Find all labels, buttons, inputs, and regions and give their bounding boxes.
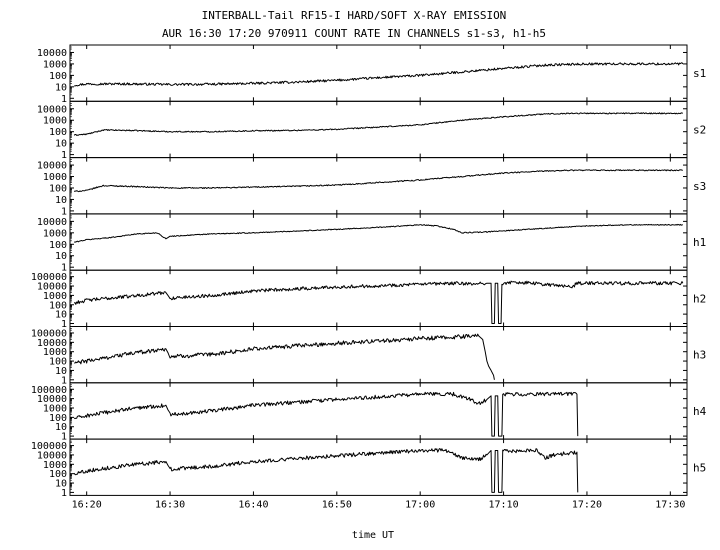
y-tick-label: 10000	[37, 450, 67, 461]
panel-frame-h3	[69, 326, 688, 384]
x-tick-label: 17:00	[405, 499, 435, 510]
panel-frame-s3	[69, 157, 688, 215]
panel-frame-s2	[69, 100, 688, 159]
channel-label-s2: s2	[693, 123, 706, 136]
x-tick-label: 17:30	[655, 499, 685, 510]
y-tick-label: 100	[49, 357, 67, 368]
y-tick-label: 1	[61, 319, 67, 330]
y-tick-label: 100	[49, 183, 67, 194]
x-tick-label: 16:20	[72, 499, 102, 510]
series-line-s2	[73, 112, 684, 136]
y-tick-label: 10000	[37, 282, 67, 293]
panel-frame-h2	[69, 269, 688, 328]
x-axis: 16:20 16:30 16:40 16:50 17:00 17:10 17:20 17:30	[72, 499, 686, 510]
y-tick-label: 10000	[37, 161, 67, 172]
y-tick-label: 1000	[43, 172, 67, 183]
y-tick-label: 1000	[43, 291, 67, 302]
y-tick-label: 1000	[43, 228, 67, 239]
y-tick-label: 10000	[37, 394, 67, 405]
panel-frame-h1	[69, 213, 688, 271]
series-line-h5	[73, 448, 579, 493]
y-tick-label: 1000	[43, 460, 67, 471]
y-tick-label: 10	[55, 82, 67, 93]
y-tick-label: 1	[61, 94, 67, 105]
y-tick-label: 1	[61, 488, 67, 499]
y-tick-label: 10	[55, 251, 67, 262]
y-tick-label: 100	[49, 127, 67, 138]
y-tick-label: 10	[55, 139, 67, 150]
y-tick-label: 10	[55, 479, 67, 490]
x-tick-label: 16:30	[155, 499, 185, 510]
chart-title: INTERBALL-Tail RF15-I HARD/SOFT X-RAY EM…	[202, 9, 507, 22]
channel-label-h1: h1	[693, 236, 706, 249]
channel-label-h4: h4	[693, 405, 707, 418]
y-tick-label: 1	[61, 432, 67, 443]
panel-frame-h5	[69, 438, 688, 496]
series-line-h3	[74, 333, 495, 380]
y-tick-label: 1000	[43, 347, 67, 358]
y-tick-label: 10	[55, 195, 67, 206]
y-tick-label: 1	[61, 150, 67, 161]
y-tick-label: 1000	[43, 59, 67, 70]
y-tick-label: 10000	[37, 48, 67, 59]
channel-label-h5: h5	[693, 461, 706, 474]
y-tick-label: 100	[49, 71, 67, 82]
channel-label-s1: s1	[693, 67, 706, 80]
series-line-h1	[73, 223, 683, 243]
y-tick-label: 10000	[37, 338, 67, 349]
y-tick-label: 10	[55, 366, 67, 377]
series-line-s1	[73, 62, 684, 87]
x-axis-label: time UT	[352, 530, 394, 541]
y-tick-label: 100000	[31, 272, 67, 283]
y-tick-label: 100	[49, 300, 67, 311]
y-tick-label: 100000	[31, 441, 67, 452]
channel-label-s3: s3	[693, 180, 706, 193]
series-line-s3	[73, 169, 683, 193]
panel-frame-s1	[69, 44, 688, 102]
x-tick-label: 16:40	[238, 499, 268, 510]
y-tick-label: 1000	[43, 404, 67, 415]
y-tick-label: 100	[49, 240, 67, 251]
y-tick-label: 1	[61, 206, 67, 217]
y-tick-label: 100	[49, 469, 67, 480]
chart-subtitle: AUR 16:30 17:20 970911 COUNT RATE IN CHA…	[162, 27, 546, 40]
x-tick-label: 17:20	[572, 499, 602, 510]
x-tick-label: 16:50	[322, 499, 352, 510]
panel-frame-h4	[69, 382, 688, 440]
panel-stack: 100001000100101s1100001000100101s2100001…	[31, 44, 707, 499]
channel-label-h3: h3	[693, 349, 706, 362]
y-tick-label: 10000	[37, 104, 67, 115]
y-tick-label: 100000	[31, 328, 67, 339]
y-tick-label: 1	[61, 263, 67, 274]
y-tick-label: 10000	[37, 217, 67, 228]
series-line-h2	[73, 280, 684, 324]
y-tick-label: 100	[49, 413, 67, 424]
y-tick-label: 100000	[31, 385, 67, 396]
y-tick-label: 1000	[43, 116, 67, 127]
y-tick-label: 10	[55, 422, 67, 433]
y-tick-label: 10	[55, 310, 67, 321]
series-line-h4	[73, 391, 579, 437]
x-tick-label: 17:10	[489, 499, 519, 510]
y-tick-label: 1	[61, 375, 67, 386]
channel-label-h2: h2	[693, 292, 706, 305]
